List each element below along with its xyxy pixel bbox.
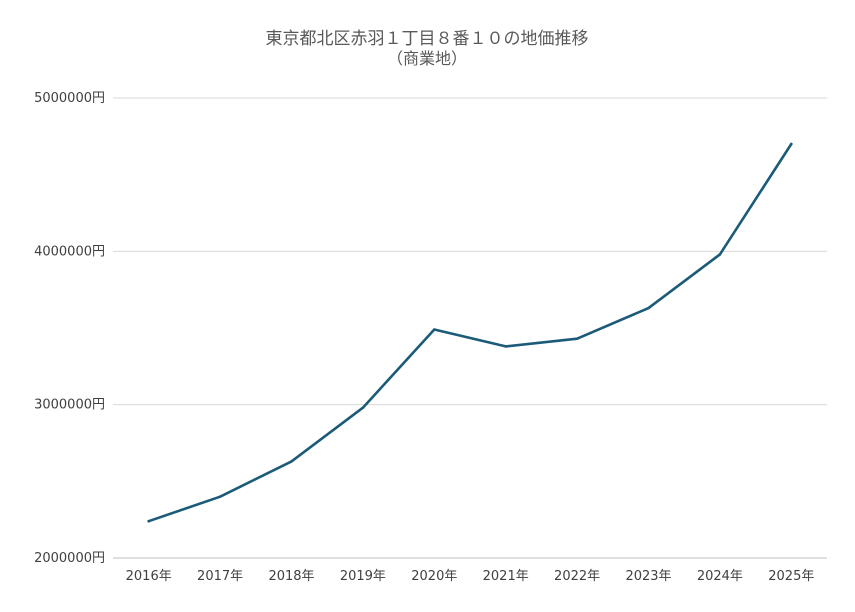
data-point — [504, 345, 508, 348]
chart-title: 東京都北区赤羽１丁目８番１０の地価推移 — [266, 29, 589, 49]
data-point — [218, 495, 222, 498]
x-tick-label: 2016年 — [126, 569, 172, 584]
x-tick-label: 2021年 — [483, 569, 529, 584]
data-point — [575, 337, 579, 341]
x-tick-label: 2020年 — [411, 569, 457, 584]
x-tick-label: 2022年 — [554, 569, 600, 584]
data-point — [790, 142, 793, 146]
x-tick-label: 2018年 — [268, 569, 314, 584]
x-axis-ticks: 2016年 2017年 2018年 2019年 2020年 2021年 2022年 2023年… — [126, 569, 815, 584]
series-line — [147, 142, 793, 523]
y-tick-label: 3000000円 — [34, 398, 105, 413]
gridlines — [113, 97, 827, 559]
y-axis-ticks: 2000000円 3000000円 4000000円 5000000円 — [34, 91, 105, 566]
y-tick-label: 2000000円 — [34, 551, 105, 566]
x-tick-label: 2019年 — [340, 569, 386, 584]
x-tick-label: 2024年 — [697, 569, 743, 584]
data-point — [147, 519, 150, 523]
data-point — [361, 406, 365, 410]
data-point — [433, 328, 436, 331]
chart-subtitle: （商業地） — [387, 49, 467, 68]
series-layer — [147, 142, 793, 523]
x-tick-label: 2017年 — [197, 569, 243, 584]
data-point — [290, 460, 293, 463]
data-point — [718, 253, 722, 256]
x-tick-label: 2023年 — [625, 569, 671, 584]
data-point — [647, 306, 650, 310]
x-tick-label: 2025年 — [768, 569, 814, 584]
y-tick-label: 4000000円 — [34, 244, 105, 259]
y-tick-label: 5000000円 — [34, 91, 105, 106]
